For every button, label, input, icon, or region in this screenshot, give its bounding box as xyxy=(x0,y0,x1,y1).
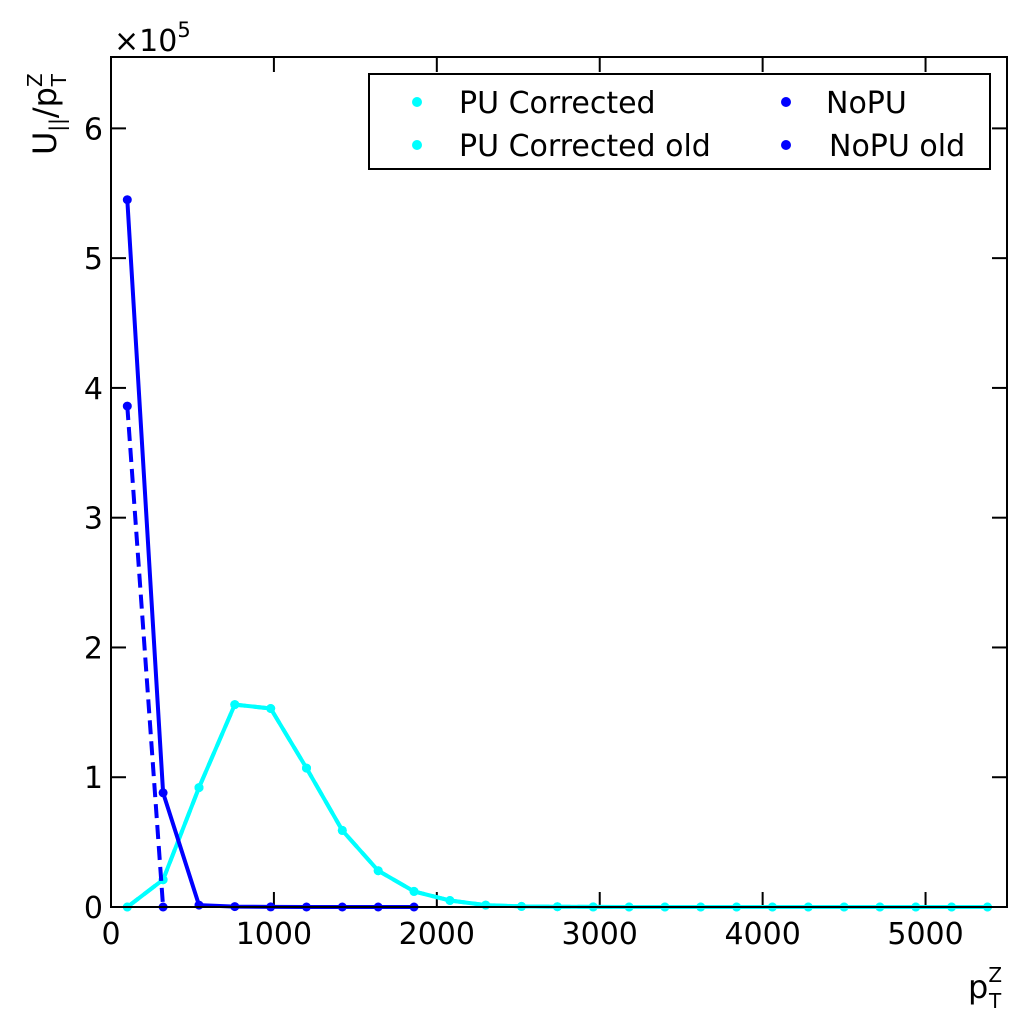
y-axis-title-sub1: || xyxy=(45,118,69,131)
legend-label-pu-corrected: PU Corrected xyxy=(459,86,656,121)
legend-marker-pu-corrected-old xyxy=(412,140,422,150)
x-axis-title-sup: Z xyxy=(988,963,1002,987)
x-tick-label: 5000 xyxy=(887,917,963,952)
y-tick-label: 0 xyxy=(84,891,103,926)
y-tick-label: 2 xyxy=(84,631,103,666)
x-axis-title-sub: T xyxy=(988,989,1002,1013)
y-tick-label: 3 xyxy=(84,502,103,537)
y-multiplier-base: ×10 xyxy=(114,24,177,59)
x-tick-label: 0 xyxy=(101,917,120,952)
data-point-pu-corrected xyxy=(373,866,383,876)
y-tick-label: 1 xyxy=(84,761,103,796)
y-multiplier: ×105 xyxy=(114,18,191,59)
legend-marker-nopu-old xyxy=(781,140,791,150)
data-point-nopu xyxy=(158,788,168,798)
data-point-pu-corrected xyxy=(445,896,455,905)
x-tick-label: 3000 xyxy=(562,917,638,952)
legend-entry-nopu: NoPU xyxy=(781,86,907,121)
x-tick-label: 1000 xyxy=(236,917,312,952)
legend-entry-nopu-old: NoPU old xyxy=(781,129,965,164)
x-tick-label: 4000 xyxy=(724,917,800,952)
legend-entry-pu-corrected-old: PU Corrected old xyxy=(412,129,711,164)
legend-label-nopu-old: NoPU old xyxy=(829,129,965,164)
y-axis-title: U||/pZT xyxy=(23,73,71,155)
data-point-pu-corrected xyxy=(302,763,311,773)
y-tick-label: 5 xyxy=(84,242,103,277)
y-tick-label: 4 xyxy=(84,372,103,407)
legend-label-pu-corrected-old: PU Corrected old xyxy=(459,129,711,164)
legend: PU Corrected PU Corrected old NoPU NoPU … xyxy=(368,73,991,170)
y-axis-title-sup: Z xyxy=(23,73,47,87)
legend-box xyxy=(368,73,991,170)
data-point-pu-corrected xyxy=(481,900,491,910)
y-axis-title-sub2: T xyxy=(47,73,71,87)
data-point-nopu-old xyxy=(122,401,132,411)
legend-marker-pu-corrected xyxy=(412,97,422,107)
legend-entry-pu-corrected: PU Corrected xyxy=(412,86,656,121)
legend-marker-nopu xyxy=(781,97,791,107)
x-axis-title: pZ T xyxy=(968,963,1002,1013)
y-axis-title-slash: /p xyxy=(26,87,64,118)
y-multiplier-exp: 5 xyxy=(177,18,190,42)
tick-labels: 0 1000 2000 3000 4000 5000 0 1 2 3 4 5 6 xyxy=(84,112,964,952)
x-axis-title-main: p xyxy=(968,968,988,1006)
data-point-pu-corrected xyxy=(230,700,240,710)
data-point-pu-corrected xyxy=(266,704,276,713)
x-tick-label: 2000 xyxy=(399,917,475,952)
y-axis-title-main: U xyxy=(26,132,64,155)
plot-frame xyxy=(110,56,1008,908)
data-point-nopu xyxy=(194,900,204,910)
data-point-pu-corrected xyxy=(409,886,419,896)
y-tick-label: 6 xyxy=(84,112,103,147)
legend-label-nopu: NoPU xyxy=(826,86,907,121)
data-point-pu-corrected xyxy=(337,825,347,835)
data-point-nopu xyxy=(122,195,132,205)
data-point-pu-corrected xyxy=(194,783,204,793)
